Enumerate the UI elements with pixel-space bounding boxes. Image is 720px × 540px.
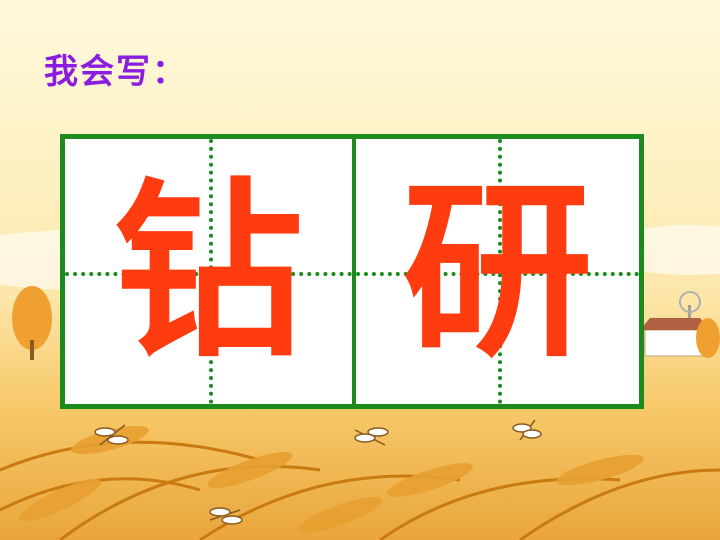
wheat-icon [0,440,720,540]
farmhouse-icon [640,318,710,357]
tree-icon [696,318,720,358]
dragonfly-icon [512,419,542,441]
writing-cell: 钻 [65,139,352,404]
writing-grid: 钻 研 [60,134,644,409]
character: 钻 [113,159,304,383]
cell-divider [352,139,356,404]
guide-line-vertical [497,139,502,404]
guide-line-vertical [208,139,213,404]
tree-icon [12,286,52,360]
dragonfly-icon [94,424,129,446]
dragonfly-icon [354,427,389,446]
character: 研 [402,159,593,383]
dragonfly-icon [209,507,243,525]
page-title: 我会写： [44,52,188,92]
writing-cell: 研 [356,139,639,404]
